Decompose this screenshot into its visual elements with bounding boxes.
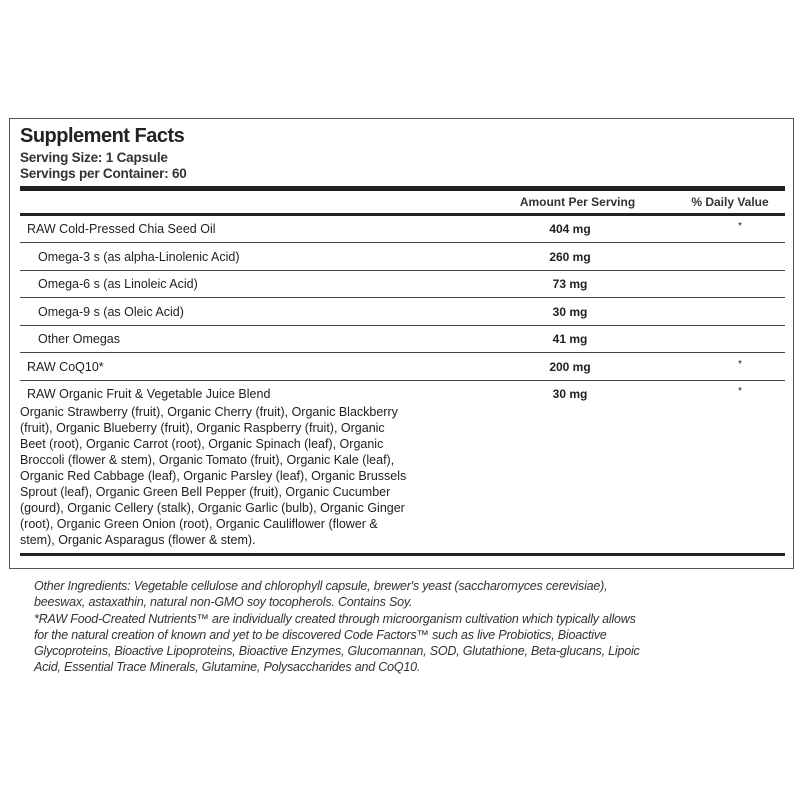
nutrient-name: RAW Cold-Pressed Chia Seed Oil (27, 222, 216, 236)
thick-divider (20, 186, 785, 191)
blend-line: Beet (root), Organic Carrot (root), Orga… (20, 437, 384, 451)
blend-line: Sprout (leaf), Organic Green Bell Pepper… (20, 485, 391, 499)
nutrient-row: Omega-6 s (as Linoleic Acid) 73 mg (20, 271, 785, 298)
nutrient-daily-value: * (738, 221, 742, 232)
nutrient-name: Omega-9 s (as Oleic Acid) (38, 304, 184, 319)
footnotes: Other Ingredients: Vegetable cellulose a… (34, 578, 640, 676)
nutrient-daily-value: * (738, 358, 742, 370)
nutrient-amount: 73 mg (552, 277, 588, 291)
blend-line: Broccoli (flower & stem), Organic Tomato… (20, 453, 395, 467)
blend-line: stem), Organic Asparagus (flower & stem)… (20, 533, 256, 547)
nutrient-amount: 41 mg (552, 332, 588, 346)
blend-line: Organic Strawberry (fruit), Organic Cher… (20, 405, 398, 419)
footnote-line: *RAW Food-Created Nutrients™ are individ… (34, 611, 636, 626)
nutrient-amount: 404 mg (549, 222, 591, 236)
blend-line: (root), Organic Green Onion (root), Orga… (20, 517, 378, 531)
footnote-line: beeswax, astaxathin, natural non-GMO soy… (34, 595, 413, 610)
footnote-line: for the natural creation of known and ye… (34, 627, 607, 642)
panel-title: Supplement Facts (20, 125, 185, 147)
nutrient-amount: 260 mg (549, 249, 591, 264)
footnote-line: Acid, Essential Trace Minerals, Glutamin… (34, 660, 421, 675)
serving-size: Serving Size: 1 Capsule (20, 150, 168, 165)
nutrient-name: Other Omegas (38, 332, 120, 346)
supplement-facts-panel: Supplement Facts Serving Size: 1 Capsule… (9, 118, 794, 569)
nutrient-row: Omega-3 s (as alpha-Linolenic Acid) 260 … (20, 244, 785, 271)
footnote-line: Other Ingredients: Vegetable cellulose a… (34, 579, 608, 593)
servings-per-container: Servings per Container: 60 (20, 166, 187, 181)
blend-line: (fruit), Organic Blueberry (fruit), Orga… (20, 421, 385, 435)
nutrient-row: RAW CoQ10* 200 mg * (20, 354, 785, 381)
bottom-divider (20, 553, 785, 556)
nutrient-name: Omega-3 s (as alpha-Linolenic Acid) (38, 249, 240, 264)
nutrient-row: RAW Cold-Pressed Chia Seed Oil 404 mg * (20, 216, 785, 243)
blend-name: RAW Organic Fruit & Vegetable Juice Blen… (27, 387, 271, 401)
blend-daily-value: * (738, 386, 742, 397)
nutrient-amount: 200 mg (549, 359, 591, 374)
blend-row: RAW Organic Fruit & Vegetable Juice Blen… (20, 381, 785, 401)
daily-value-header: % Daily Value (691, 195, 769, 209)
blend-line: Organic Red Cabbage (leaf), Organic Pars… (20, 469, 407, 483)
nutrient-name: Omega-6 s (as Linoleic Acid) (38, 277, 198, 291)
nutrient-name: RAW CoQ10* (27, 359, 104, 374)
blend-ingredients: Organic Strawberry (fruit), Organic Cher… (20, 404, 406, 548)
header-divider (20, 213, 785, 216)
nutrient-amount: 30 mg (552, 304, 588, 319)
nutrient-row: Omega-9 s (as Oleic Acid) 30 mg (20, 299, 785, 326)
blend-amount: 30 mg (552, 387, 588, 401)
blend-line: (gourd), Organic Cellery (stalk), Organi… (20, 501, 405, 515)
amount-header: Amount Per Serving (519, 195, 636, 209)
footnote-line: Glycoproteins, Bioactive Lipoproteins, B… (34, 644, 640, 659)
nutrient-row: Other Omegas 41 mg (20, 326, 785, 353)
